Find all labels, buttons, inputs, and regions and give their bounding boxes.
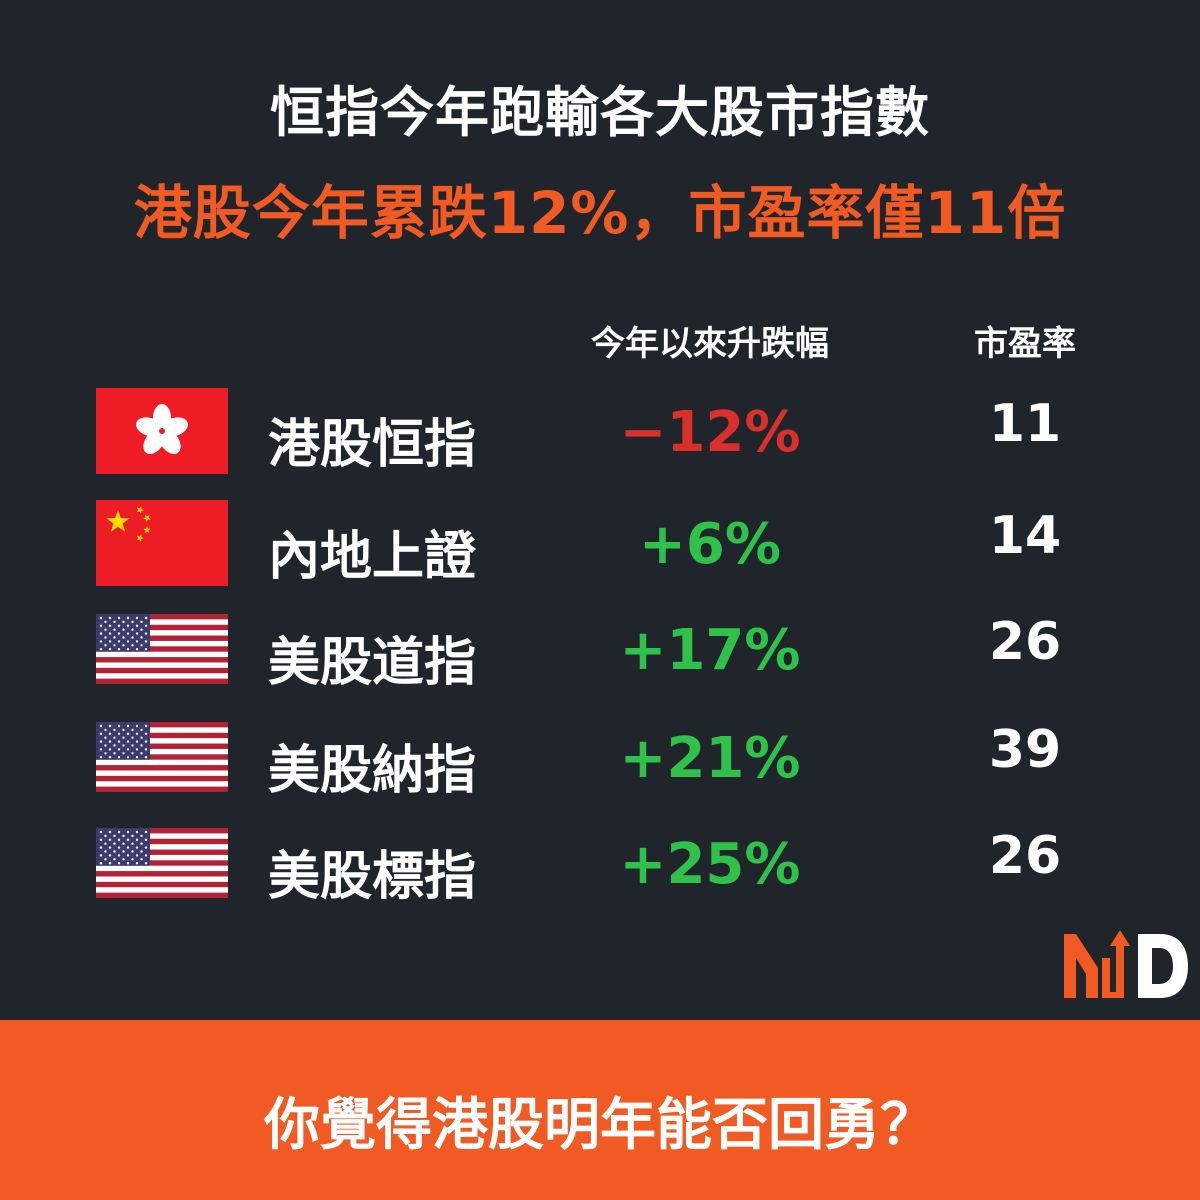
us-flag-icon	[96, 722, 228, 792]
hong-kong-flag-icon	[96, 388, 228, 474]
index-name: 港股恒指	[268, 415, 477, 475]
us-flag-icon	[96, 614, 228, 684]
index-name: 美股納指	[268, 741, 477, 801]
table-row: 港股恒指 −12% 11	[0, 388, 1200, 478]
table-row: 內地上證 +6% 14	[0, 500, 1200, 590]
page-subtitle: 港股今年累跌12%，市盈率僅11倍	[133, 179, 1067, 247]
table-row: 美股道指 +17% 26	[0, 606, 1200, 696]
index-name: 美股標指	[268, 847, 477, 907]
table-row: 美股標指 +25% 26	[0, 820, 1200, 910]
footer-banner: 你覺得港股明年能否回勇？	[0, 1020, 1200, 1200]
index-name: 內地上證	[268, 527, 477, 587]
footer-question: 你覺得港股明年能否回勇？	[264, 1093, 936, 1158]
index-name: 美股道指	[268, 633, 477, 693]
column-header-pe: 市盈率	[974, 324, 1076, 364]
pe-value: 39	[988, 720, 1062, 780]
change-value: −12%	[619, 400, 801, 465]
page-title: 恒指今年跑輸各大股市指數	[270, 81, 930, 144]
pe-value: 26	[988, 612, 1062, 672]
pe-value: 14	[988, 506, 1062, 566]
us-flag-icon	[96, 828, 228, 898]
column-header-change: 今年以來升跌幅	[591, 324, 829, 364]
change-value: +25%	[619, 832, 801, 897]
pe-value: 11	[988, 394, 1062, 454]
change-value: +6%	[639, 512, 781, 577]
pe-value: 26	[988, 826, 1062, 886]
change-value: +17%	[619, 618, 801, 683]
china-flag-icon	[96, 500, 228, 586]
table-row: 美股納指 +21% 39	[0, 714, 1200, 804]
md-logo-icon	[1064, 930, 1188, 998]
change-value: +21%	[619, 726, 801, 791]
